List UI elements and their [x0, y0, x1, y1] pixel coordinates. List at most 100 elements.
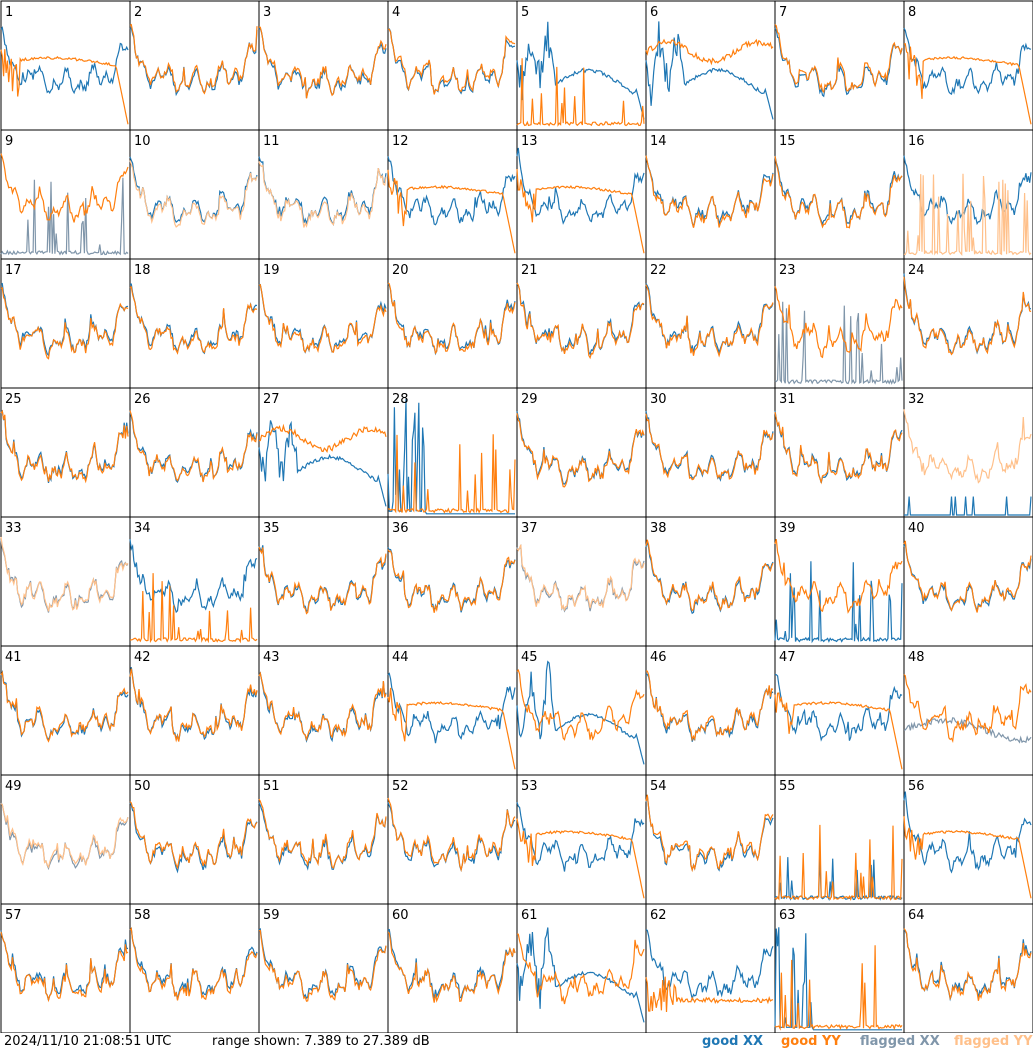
xx-trace	[258, 671, 387, 743]
range-unit: dB	[412, 1034, 430, 1049]
panel-59: 59	[258, 903, 389, 1033]
panel-label: 15	[779, 134, 796, 149]
xx-trace	[903, 791, 1032, 874]
panel-frame	[258, 903, 389, 1033]
panel-label: 16	[908, 134, 925, 149]
panel-frame	[645, 258, 776, 389]
panel-frame	[903, 903, 1033, 1033]
panel-frame	[645, 129, 776, 260]
yy-trace	[387, 932, 516, 1003]
panel-frame	[774, 387, 905, 518]
panel-46: 46	[645, 645, 776, 776]
yy-trace	[645, 670, 774, 742]
xx-trace	[903, 155, 1032, 226]
yy-trace	[0, 536, 129, 612]
panel-30: 30	[645, 387, 776, 518]
xx-trace	[258, 927, 387, 1000]
xx-trace	[387, 399, 515, 515]
xx-trace	[903, 273, 1032, 355]
panel-label: 22	[650, 263, 667, 278]
xx-trace	[645, 155, 774, 228]
yy-trace	[0, 153, 129, 223]
xx-trace	[645, 21, 774, 120]
xx-trace	[516, 411, 645, 485]
panel-frame	[258, 0, 389, 131]
yy-trace	[774, 945, 903, 1031]
yy-trace	[774, 824, 903, 901]
panel-13: 13	[516, 129, 647, 260]
yy-trace	[0, 287, 129, 360]
panel-48: 48	[903, 645, 1033, 776]
panel-frame	[258, 516, 389, 647]
panel-22: 22	[645, 258, 776, 389]
panel-label: 3	[263, 5, 271, 20]
xx-trace	[774, 301, 903, 385]
panel-label: 43	[263, 650, 280, 665]
yy-trace	[645, 155, 774, 228]
panel-label: 10	[134, 134, 151, 149]
range-readout: range shown: 7.389 to 27.389 dB	[212, 1034, 430, 1049]
panel-label: 50	[134, 779, 151, 794]
panel-frame	[129, 903, 260, 1033]
panel-label: 63	[779, 908, 796, 923]
panel-label: 20	[392, 263, 409, 278]
panel-20: 20	[387, 258, 518, 389]
yy-trace	[774, 155, 903, 229]
xx-trace	[774, 855, 903, 902]
panel-frame	[516, 387, 647, 518]
panel-14: 14	[645, 129, 776, 260]
panel-label: 29	[521, 392, 538, 407]
panel-28: 28	[387, 387, 518, 518]
xx-trace	[904, 496, 1032, 516]
xx-trace	[387, 802, 516, 873]
panel-label: 58	[134, 908, 151, 923]
xx-trace	[258, 156, 387, 226]
xx-trace	[129, 539, 258, 614]
yy-trace	[903, 43, 1032, 125]
panel-label: 54	[650, 779, 667, 794]
yy-trace	[258, 423, 387, 453]
yy-trace	[516, 58, 645, 127]
yy-trace	[387, 797, 516, 873]
panel-label: 47	[779, 650, 796, 665]
panel-label: 17	[5, 263, 22, 278]
xx-trace	[129, 156, 258, 224]
yy-trace	[774, 692, 903, 770]
panel-label: 41	[5, 650, 22, 665]
panel-label: 7	[779, 5, 787, 20]
panel-41: 41	[0, 645, 131, 776]
panel-label: 21	[521, 263, 538, 278]
xx-trace	[516, 21, 645, 120]
xx-trace	[903, 542, 1032, 612]
panel-label: 61	[521, 908, 538, 923]
yy-trace	[903, 540, 1032, 613]
yy-trace	[516, 933, 645, 1005]
yy-trace	[129, 573, 258, 644]
panel-label: 5	[521, 5, 529, 20]
panel-44: 44	[387, 645, 518, 776]
yy-trace	[258, 671, 387, 742]
yy-trace	[0, 931, 129, 1003]
panel-frame	[129, 258, 260, 389]
legend-flagged-yy: flagged YY	[954, 1034, 1033, 1049]
xx-trace	[129, 26, 258, 97]
panel-50: 50	[129, 774, 260, 905]
panel-64: 64	[903, 903, 1033, 1033]
yy-trace	[903, 276, 1032, 356]
xx-trace	[516, 660, 645, 765]
panel-frame	[258, 645, 389, 776]
yy-trace	[387, 28, 516, 95]
footer: 2024/11/10 21:08:51 UTC range shown: 7.3…	[0, 1033, 1033, 1053]
panel-frame	[0, 645, 131, 776]
yy-trace	[903, 816, 1032, 899]
yy-trace	[645, 794, 774, 873]
xx-trace	[903, 717, 1032, 744]
panel-40: 40	[903, 516, 1033, 647]
xx-trace	[0, 282, 129, 357]
panel-frame	[645, 516, 776, 647]
panel-frame	[903, 258, 1033, 389]
xx-trace	[129, 283, 258, 355]
panel-11: 11	[258, 129, 389, 260]
panel-frame	[129, 129, 260, 260]
yy-trace	[129, 927, 258, 1001]
